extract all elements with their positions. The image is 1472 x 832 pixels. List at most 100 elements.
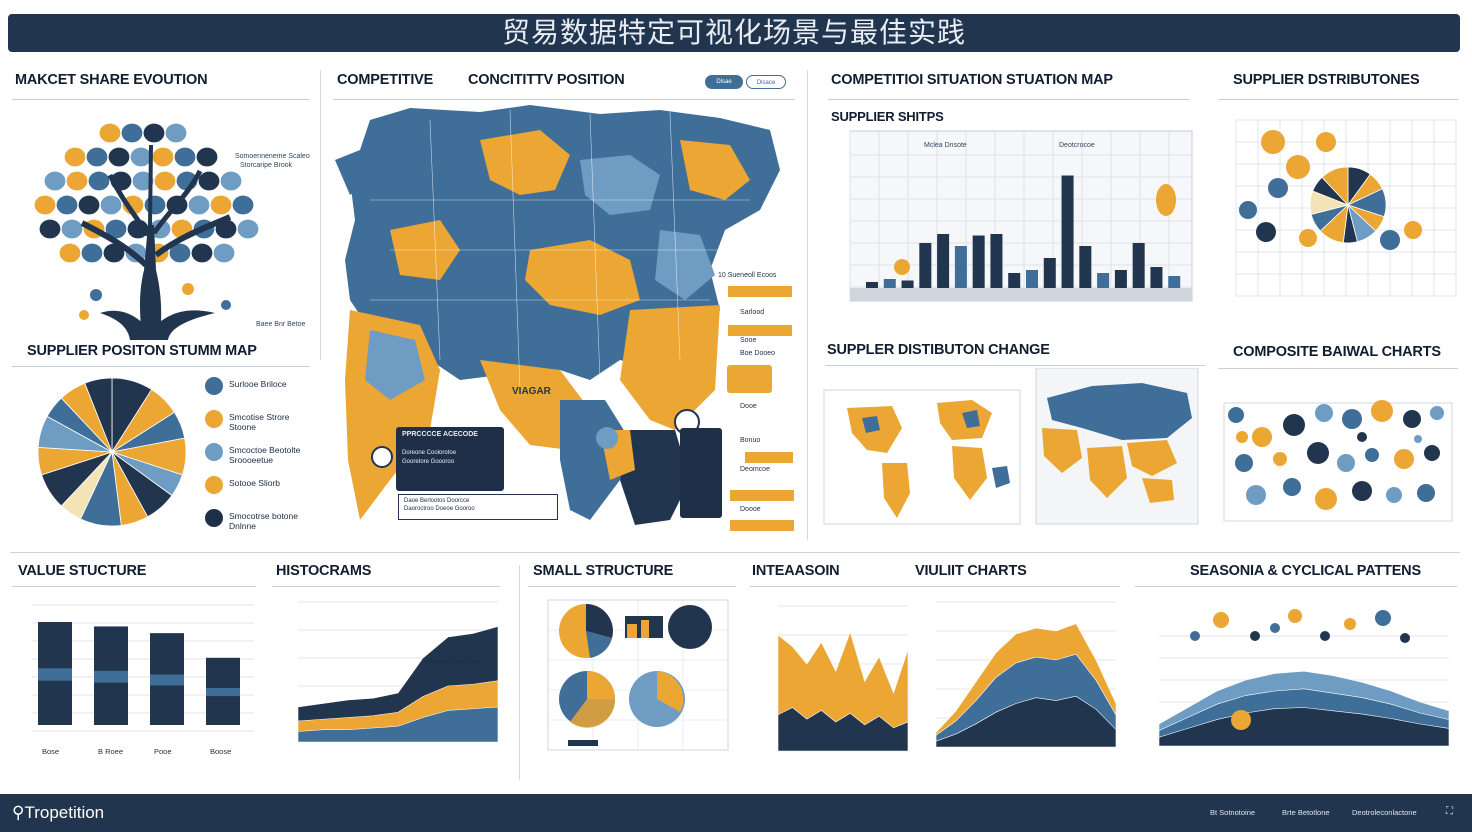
bar (1061, 175, 1074, 288)
competitive-bar (745, 452, 793, 463)
pie-slice (1321, 166, 1349, 207)
market-share-tree: Somoenneneme Scaleo Storcaripe Brook Bae… (30, 105, 310, 340)
legend-swatch (205, 509, 223, 527)
scatter-point (1344, 618, 1356, 630)
scatter-point (1288, 609, 1302, 623)
multi-area-chart (910, 596, 1120, 768)
bubble (1307, 442, 1329, 464)
competitive-label: Doooe (740, 506, 761, 513)
highlight-marker (1156, 184, 1176, 216)
bar (1008, 273, 1021, 288)
bubble (1283, 414, 1305, 436)
scatter-point (1231, 710, 1251, 730)
bubble (1357, 432, 1367, 442)
footer-link[interactable]: Deotroleconlactone (1352, 808, 1417, 817)
divider (320, 70, 321, 360)
legend-swatch (205, 476, 223, 494)
panel-title-competitive: COMPETITIVE (337, 72, 434, 88)
bubble (1430, 406, 1444, 420)
tree-leaf (212, 242, 236, 264)
callout-line: Daoe Berlootos Doorcce (404, 498, 470, 504)
expand-icon[interactable]: ⛶ (1446, 806, 1453, 817)
legend-label: Smcotise Strore (229, 412, 290, 422)
x-tick-label: B Roee (98, 747, 124, 756)
competitive-label: Bonuo (740, 437, 761, 444)
tree-leaf (77, 194, 101, 216)
footer-link[interactable]: Bt Sotnotoine (1210, 808, 1256, 817)
tree-leaf (80, 242, 104, 264)
brand-logo[interactable]: ⚲Tropetition (12, 803, 104, 823)
legend-label: Surlooe Briloce (229, 379, 287, 389)
area-series (935, 695, 1117, 748)
bar (1026, 270, 1038, 288)
title-underline (1135, 586, 1457, 587)
tree-leaf (85, 146, 109, 168)
supplier-shifts-chart: Mclea Dnsote Deotcrocoe (824, 125, 1196, 320)
bubble (1246, 485, 1266, 505)
panel-subtitle-supplier-shifts: SUPPLIER SHITPS (831, 109, 944, 124)
callout-line: Daoroctroo Doeoe Gooroo (404, 506, 475, 512)
map-side-card (680, 428, 722, 518)
bubble (1261, 130, 1285, 154)
bar (990, 234, 1003, 288)
bar (972, 235, 985, 288)
tree-leaf (60, 218, 84, 240)
competitive-label: Dooe (740, 403, 757, 410)
bubble (1299, 229, 1317, 247)
small-structure-chart (530, 594, 735, 766)
tree-leaf (99, 194, 123, 216)
supplier-position-pie (36, 376, 188, 528)
tree-leaf (98, 122, 122, 144)
map-callout-note: Daoe Berlootos Doorcce Daoroctroo Doeoe … (398, 494, 558, 520)
tree-leaf (43, 170, 67, 192)
footer-link[interactable]: Brte Betotlone (1282, 808, 1330, 817)
legend-label: Sotooe Sliorb (229, 478, 281, 488)
band-label: Smooreeenoe Ooe (422, 658, 482, 665)
bubble (1414, 435, 1422, 443)
header-banner: 贸易数据特定可视化场景与最佳实践 (8, 14, 1460, 52)
bubble (1404, 221, 1422, 239)
legend-pill-button[interactable]: Dlsae (705, 75, 743, 89)
world-maps-svg (823, 368, 1199, 525)
panel-title-interaction: INTEAASOIN (752, 563, 840, 579)
scatter-point (1213, 612, 1229, 628)
footer-bar: ⚲Tropetition Bt Sotnotoine Brte Betotlon… (0, 794, 1472, 832)
title-underline (825, 365, 1205, 366)
tree-leaf (129, 146, 153, 168)
bubble (1239, 201, 1257, 219)
seasonal-svg (1158, 609, 1450, 747)
bar (937, 234, 950, 288)
bar-segment (150, 674, 184, 686)
title-underline (1218, 99, 1458, 100)
competitive-bar (728, 286, 792, 297)
tree-leaf (209, 194, 233, 216)
bubble (1403, 410, 1421, 428)
bar-chart-svg (849, 130, 1193, 302)
tree-leaf (87, 170, 111, 192)
bubble-pie-svg (1235, 119, 1457, 297)
tree-note: Somoenneneme Scaleo (235, 153, 310, 160)
bar (1150, 267, 1163, 288)
bubble (1316, 132, 1336, 152)
title-underline (528, 586, 736, 587)
competitive-map: VIAGAR (330, 100, 805, 550)
tree-leaf (190, 242, 214, 264)
tree-note: Baee Bnr Betoe (256, 321, 306, 328)
title-underline (12, 99, 310, 100)
divider (10, 552, 1460, 553)
legend-pill-button[interactable]: Dlsace (746, 75, 786, 89)
value-structure-chart: Bose B Roee Pooe Boose (12, 595, 257, 765)
divider (807, 70, 808, 540)
title-underline (12, 366, 310, 367)
interaction-svg (777, 605, 909, 752)
bubble (1371, 400, 1393, 422)
legend-swatch (205, 410, 223, 428)
bar-segment (206, 688, 240, 697)
competitive-label: Sooe (740, 337, 757, 344)
bubble (1252, 427, 1272, 447)
panel-title-multi-charts: VIULIIT CHARTS (915, 563, 1027, 579)
title-underline (750, 586, 1120, 587)
bar (901, 280, 914, 288)
bubble (1394, 449, 1414, 469)
legend-swatch (205, 443, 223, 461)
